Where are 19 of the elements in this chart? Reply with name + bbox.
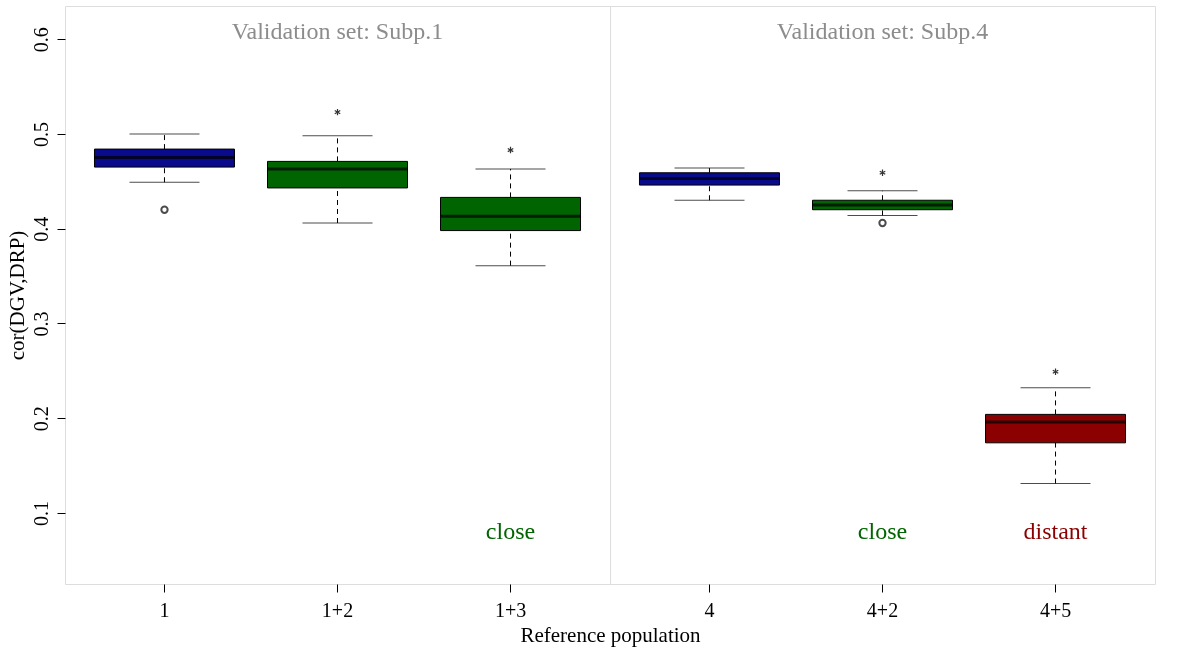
text: Validation set: Subp.1 xyxy=(231,18,444,44)
annotation: close xyxy=(857,518,908,544)
x-tick-label: 4+2 xyxy=(866,598,899,621)
x-tick-label: 1 xyxy=(159,598,170,621)
x-tick-label: 4+5 xyxy=(1039,598,1072,621)
y-tick-label: 0.6 xyxy=(29,27,52,53)
annotation: distant xyxy=(1023,518,1088,544)
y-tick-label: 0.1 xyxy=(29,500,52,526)
x-tick-label: 1+2 xyxy=(321,598,354,621)
x-tick-label: 4 xyxy=(704,598,715,621)
text: Validation set: Subp.4 xyxy=(776,18,989,44)
x-axis-title: Reference population xyxy=(520,622,702,647)
y-tick-label: 0.4 xyxy=(29,216,52,242)
y-axis-title: cor(DGV,DRP) xyxy=(4,230,29,361)
x-tick-label: 1+3 xyxy=(494,598,527,621)
y-tick-label: 0.5 xyxy=(29,121,52,147)
y-tick-label: 0.2 xyxy=(29,406,52,432)
y-tick-label: 0.3 xyxy=(29,311,52,337)
annotation: close xyxy=(485,518,536,544)
